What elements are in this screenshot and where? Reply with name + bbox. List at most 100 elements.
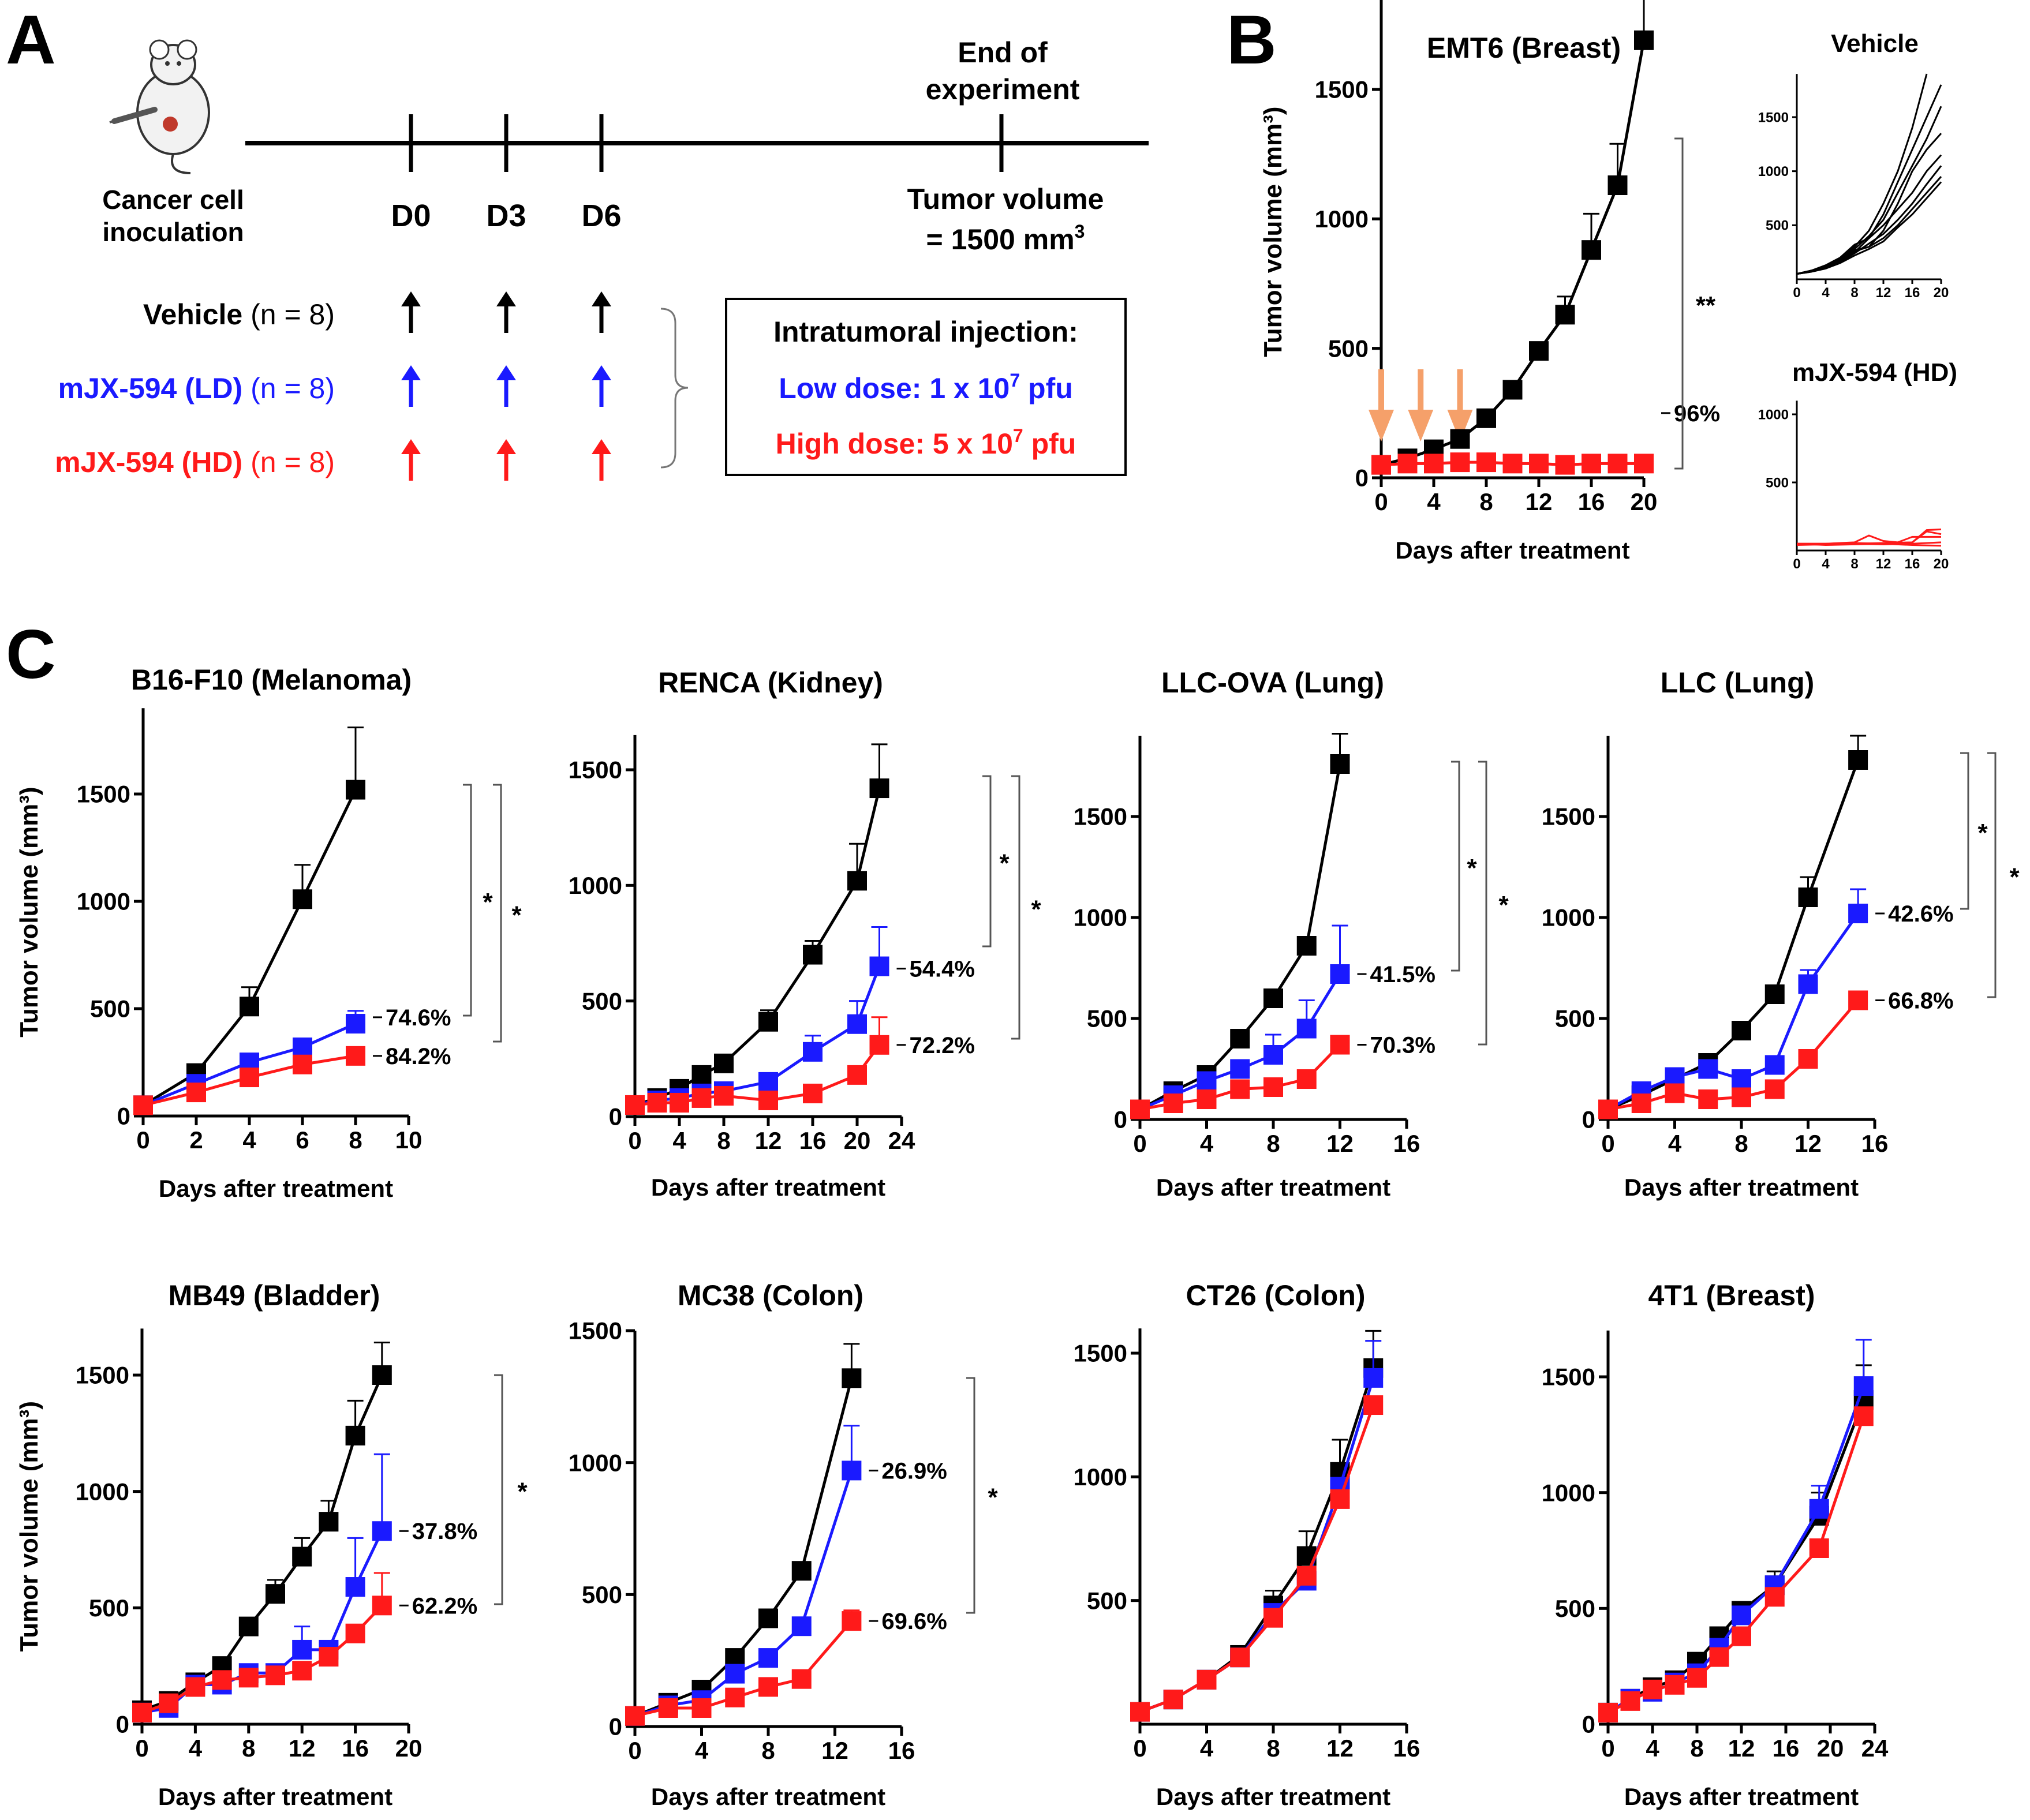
data-point — [714, 1053, 734, 1073]
data-point — [803, 1042, 823, 1062]
y-tick-label: 500 — [1766, 218, 1789, 234]
x-tick-label: 20 — [1934, 556, 1949, 572]
x-tick-label: 4 — [1427, 488, 1441, 515]
individual-curve — [1796, 84, 1942, 275]
x-tick-label: 0 — [628, 1127, 641, 1154]
y-tick-label: 500 — [582, 987, 622, 1014]
inhibition-label: 96% — [1674, 401, 1720, 426]
y-axis-label: Tumor volume (mm³) — [1259, 107, 1287, 357]
significance-bracket — [1478, 761, 1487, 1046]
dose-arrow-head — [592, 291, 611, 306]
data-point — [1848, 750, 1868, 770]
data-point — [1607, 454, 1628, 474]
inhibition-label: 54.4% — [910, 957, 975, 982]
significance-bracket — [493, 784, 502, 1043]
data-point — [758, 1012, 778, 1032]
y-tick-label: 500 — [1087, 1005, 1127, 1032]
data-point — [1230, 1029, 1250, 1048]
data-point — [847, 871, 867, 891]
data-point — [647, 1092, 667, 1113]
data-point — [1665, 1083, 1685, 1103]
x-tick-label: 8 — [1266, 1130, 1280, 1157]
y-tick-label: 1500 — [1758, 110, 1789, 125]
x-tick-label: 8 — [717, 1127, 730, 1154]
panel-label-a: A — [6, 1, 56, 78]
treatment-arrow-head — [1369, 410, 1394, 441]
data-point — [1732, 1069, 1751, 1089]
data-point — [1263, 988, 1283, 1008]
data-point — [670, 1092, 689, 1113]
y-tick-label: 1500 — [569, 1317, 622, 1345]
data-point — [1197, 1089, 1217, 1109]
significance-bracket — [982, 775, 992, 948]
group-label-hd: mJX-594 (HD) (n = 8) — [55, 446, 335, 478]
individual-curve — [1796, 542, 1942, 547]
y-tick-label: 1000 — [1758, 407, 1789, 422]
data-point — [292, 1639, 312, 1660]
x-tick-label: 24 — [888, 1127, 915, 1154]
individual-curve — [1796, 528, 1942, 545]
data-point — [293, 889, 312, 909]
x-axis-label: Days after treatment — [1624, 1783, 1859, 1810]
data-point — [1296, 1018, 1317, 1039]
y-tick-label: 500 — [1766, 475, 1789, 490]
x-tick-label: 20 — [395, 1735, 423, 1762]
data-point — [345, 1425, 365, 1445]
data-point — [1163, 1690, 1183, 1710]
significance-label: * — [1498, 891, 1509, 919]
data-point — [1371, 455, 1391, 475]
data-point — [1620, 1691, 1640, 1711]
y-tick-label: 500 — [1328, 335, 1369, 362]
data-point — [791, 1616, 812, 1636]
x-tick-label: 4 — [1200, 1735, 1214, 1762]
x-tick-label: 0 — [1601, 1130, 1614, 1157]
significance-bracket — [494, 1374, 503, 1605]
data-point — [346, 1046, 365, 1066]
x-tick-label: 20 — [1934, 285, 1949, 301]
data-point — [1848, 990, 1868, 1010]
data-point — [1296, 936, 1317, 956]
x-tick-label: 16 — [799, 1127, 827, 1154]
data-point — [159, 1693, 179, 1713]
data-point — [1853, 1406, 1874, 1426]
data-point — [1130, 1099, 1150, 1119]
x-tick-label: 0 — [628, 1737, 641, 1764]
data-point — [1598, 1702, 1618, 1722]
x-tick-label: 16 — [1861, 1130, 1889, 1157]
y-tick-label: 1000 — [1074, 904, 1127, 931]
x-tick-label: 4 — [695, 1737, 709, 1764]
data-point — [372, 1365, 392, 1385]
x-tick-label: 24 — [1861, 1735, 1889, 1762]
y-tick-label: 500 — [89, 1594, 129, 1621]
data-point — [1582, 454, 1601, 474]
chart-b16: B16-F10 (Melanoma) 0 500 1000 1500 0 2 4 6 8 10Day… — [15, 664, 522, 1202]
x-axis-label: Days after treatment — [1156, 1783, 1390, 1810]
data-point — [847, 1014, 867, 1034]
significance-bracket — [1451, 761, 1460, 972]
individual-curve — [1796, 181, 1942, 275]
y-tick-label: 0 — [1582, 1711, 1595, 1738]
dose-arrow-head — [496, 439, 516, 454]
x-tick-label: 4 — [672, 1127, 686, 1154]
data-point — [1130, 1702, 1150, 1722]
x-tick-label: 16 — [1578, 488, 1605, 515]
series-mjx-594-hd- — [625, 1016, 889, 1115]
chart-title: LLC (Lung) — [1661, 666, 1815, 699]
data-point — [869, 778, 889, 799]
treatment-arrow-head — [1408, 410, 1434, 441]
data-point — [319, 1512, 339, 1532]
x-tick-label: 4 — [1822, 556, 1830, 572]
x-tick-label: 20 — [844, 1127, 871, 1154]
data-point — [1698, 1089, 1718, 1109]
data-point — [1607, 175, 1628, 196]
series-mjx-594-ld- — [1598, 888, 1868, 1119]
x-tick-label: 12 — [755, 1127, 782, 1154]
data-point — [1476, 408, 1496, 428]
data-point — [292, 1546, 312, 1567]
x-tick-label: 0 — [1601, 1735, 1614, 1762]
chart-title: B16-F10 (Melanoma) — [131, 664, 412, 696]
group-brace — [660, 308, 689, 469]
data-point — [1263, 1077, 1283, 1097]
x-tick-label: 16 — [888, 1737, 915, 1764]
data-point — [1732, 1626, 1751, 1646]
